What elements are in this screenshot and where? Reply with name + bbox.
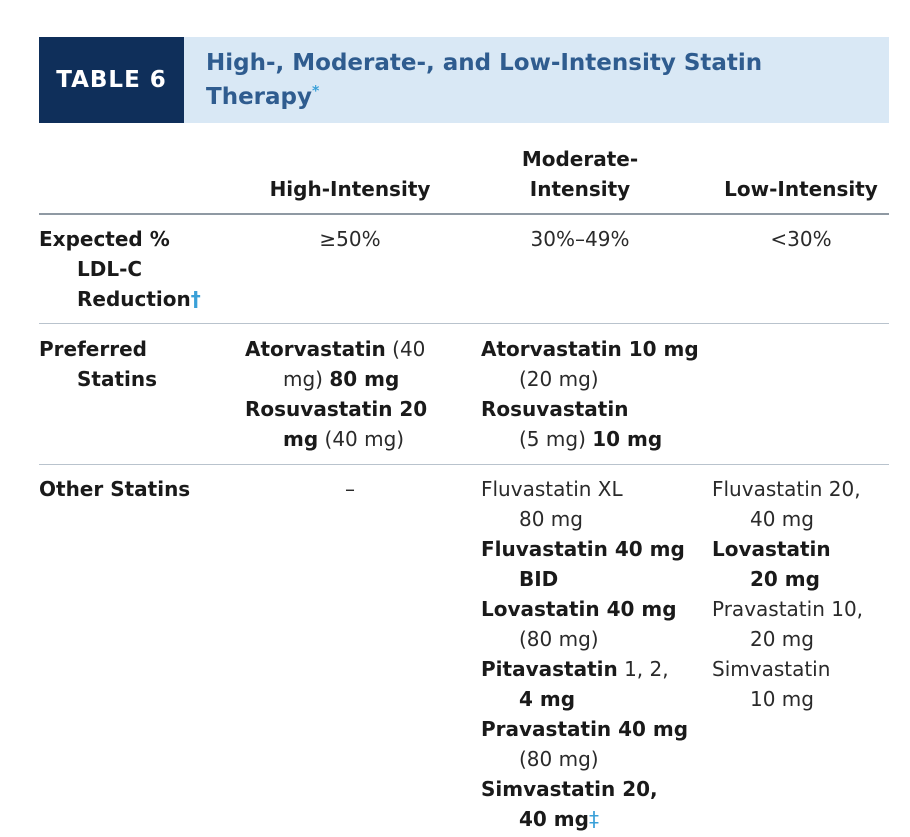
other-mod-simva-line2: 40 mg‡	[481, 804, 706, 834]
other-mod-prava-line1: Pravastatin 40 mg	[481, 717, 689, 741]
other-high-value: –	[345, 477, 355, 501]
other-mod-prava-line2: (80 mg)	[519, 747, 599, 771]
row-label-expected-line3: Reduction†	[39, 284, 219, 314]
expected-high-value: ≥50%	[319, 227, 381, 251]
other-low-lova-line1: Lovastatin	[712, 537, 831, 561]
other-low-cell: Fluvastatin 20, 40 mg Lovastatin 20 mg P…	[712, 474, 897, 714]
row-label-preferred-line2: Statins	[77, 367, 158, 391]
table-number-label: TABLE 6	[39, 37, 184, 123]
expected-low-value: <30%	[770, 227, 832, 251]
table-title: High-, Moderate-, and Low-Intensity Stat…	[206, 46, 866, 114]
column-header-low: Low-Intensity	[724, 177, 878, 201]
row-label-other-statins: Other Statins	[39, 477, 191, 501]
table-title-text: High-, Moderate-, and Low-Intensity Stat…	[206, 50, 763, 110]
preferred-moderate-atorva-line2: (20 mg)	[519, 367, 599, 391]
other-mod-fluva-xl-line1: Fluvastatin XL	[481, 477, 623, 501]
other-mod-pita-line2: 4 mg	[519, 687, 576, 711]
atorva-paren-part2: mg)	[283, 367, 330, 391]
table-header: TABLE 6 High-, Moderate-, and Low-Intens…	[39, 37, 889, 123]
row-label-expected-line3-text: Reduction	[77, 287, 191, 311]
header-divider	[39, 213, 889, 215]
other-mod-fluva-line1: Fluvastatin 40 mg	[481, 537, 685, 561]
title-footnote-mark[interactable]: *	[311, 83, 320, 100]
row-divider-1	[39, 323, 889, 324]
other-mod-lova-line1: Lovastatin 40 mg	[481, 597, 677, 621]
row-label-expected-reduction: Expected % LDL-C Reduction†	[39, 224, 219, 314]
reduction-footnote-mark[interactable]: †	[190, 287, 201, 311]
simva-mod-dose: 40 mg	[519, 807, 589, 831]
preferred-moderate-atorva-line1: Atorvastatin 10 mg	[481, 337, 699, 361]
atorva-name: Atorvastatin	[245, 337, 386, 361]
other-low-prava-line1: Pravastatin 10,	[712, 597, 864, 621]
rosuva-mod-dose: 10 mg	[592, 427, 663, 451]
preferred-high-cell: Atorvastatin (40 mg) 80 mg Rosuvastatin …	[245, 334, 445, 454]
preferred-high-rosuva-line2: mg (40 mg)	[245, 424, 445, 454]
other-mod-pita-line1: Pitavastatin 1, 2,	[481, 654, 706, 684]
row-label-expected-line2: LDL-C	[77, 257, 143, 281]
row-label-expected-line1: Expected %	[39, 227, 170, 251]
row-divider-2	[39, 464, 889, 465]
row-label-preferred-line1: Preferred	[39, 337, 147, 361]
column-header-high: High-Intensity	[269, 177, 431, 201]
other-low-fluva-line2: 40 mg	[750, 507, 814, 531]
other-low-prava-line2: 20 mg	[750, 627, 814, 651]
rosuva-dose: mg	[283, 427, 319, 451]
preferred-high-atorva-line2: mg) 80 mg	[245, 364, 445, 394]
other-mod-fluva-line2: BID	[519, 567, 559, 591]
pita-name: Pitavastatin	[481, 657, 618, 681]
other-low-simva-line2: 10 mg	[750, 687, 814, 711]
other-moderate-cell: Fluvastatin XL 80 mg Fluvastatin 40 mg B…	[481, 474, 706, 834]
other-low-lova-line2: 20 mg	[750, 567, 820, 591]
other-mod-fluva-xl-line2: 80 mg	[519, 507, 583, 531]
column-header-moderate-line2: Intensity	[529, 177, 631, 201]
atorva-dose: 80 mg	[329, 367, 400, 391]
preferred-moderate-cell: Atorvastatin 10 mg (20 mg) Rosuvastatin …	[481, 334, 706, 454]
rosuva-paren: (40 mg)	[318, 427, 405, 451]
simva-footnote-mark[interactable]: ‡	[588, 807, 599, 831]
preferred-moderate-rosuva-line2: (5 mg) 10 mg	[481, 424, 706, 454]
preferred-high-rosuva-line1: Rosuvastatin 20	[245, 397, 428, 421]
column-header-moderate: Moderate- Intensity	[465, 144, 695, 204]
preferred-moderate-rosuva-line1: Rosuvastatin	[481, 397, 629, 421]
pita-doses: 1, 2,	[617, 657, 669, 681]
other-low-fluva-line1: Fluvastatin 20,	[712, 477, 861, 501]
row-label-preferred-statins: Preferred Statins	[39, 334, 219, 394]
preferred-high-atorva-line1: Atorvastatin (40	[245, 334, 445, 364]
rosuva-mod-paren: (5 mg)	[519, 427, 593, 451]
expected-moderate-value: 30%–49%	[530, 227, 630, 251]
column-header-moderate-line1: Moderate-	[521, 147, 639, 171]
other-mod-simva-line1: Simvastatin 20,	[481, 777, 658, 801]
other-low-simva-line1: Simvastatin	[712, 657, 831, 681]
atorva-paren-part1: (40	[385, 337, 426, 361]
other-mod-lova-line2: (80 mg)	[519, 627, 599, 651]
